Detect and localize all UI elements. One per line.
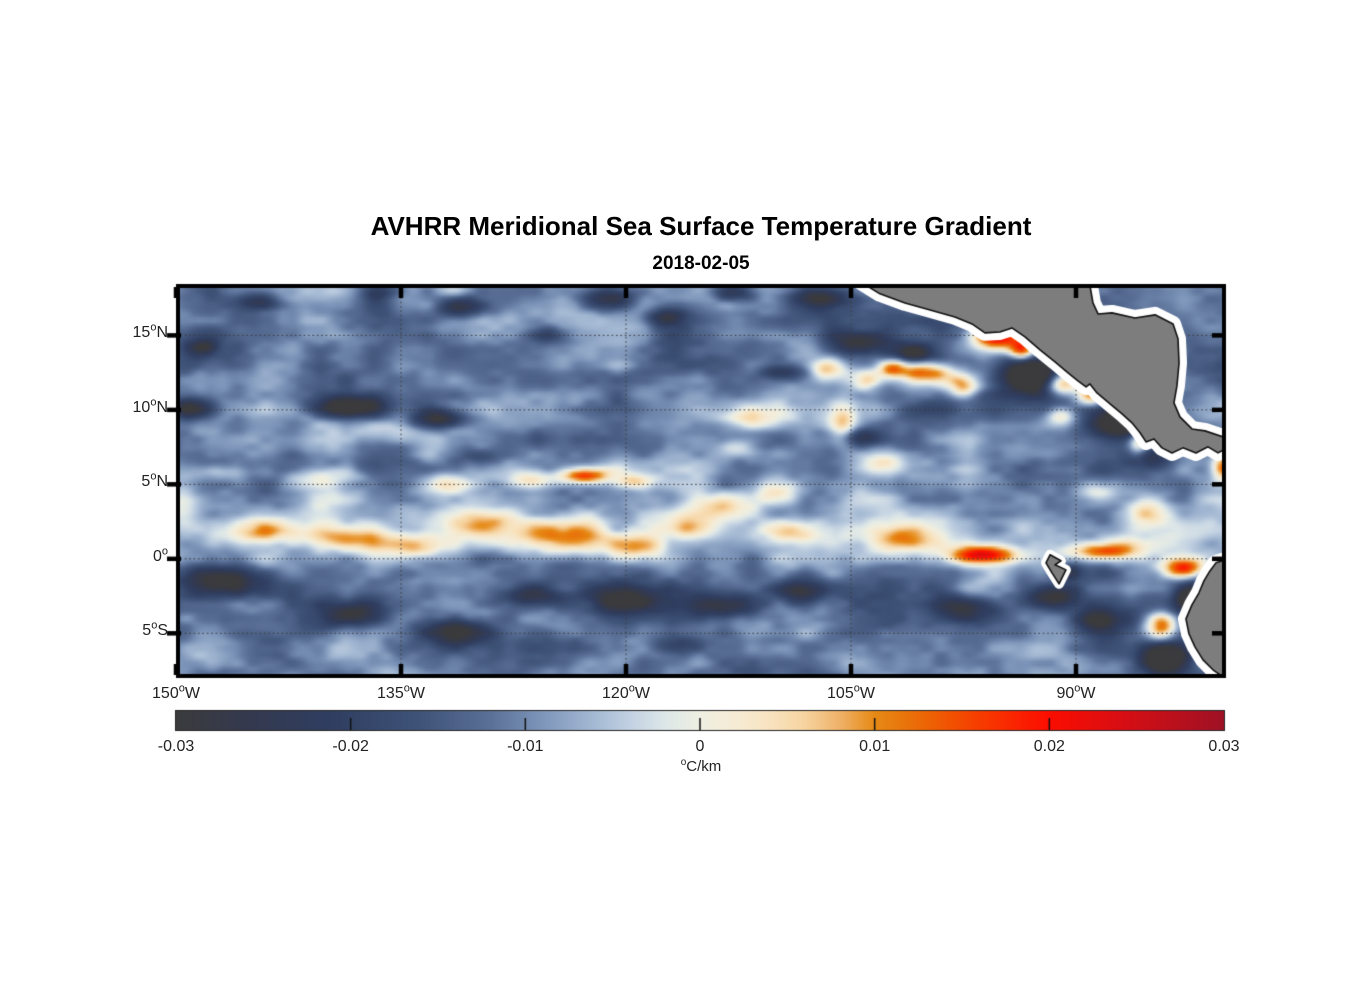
colorbar-tick-label--0.01: -0.01 [507,738,544,755]
y-tick-label-0: 0o [152,545,168,565]
x-tick-label-90W: 90oW [1056,682,1096,702]
x-tick-label-120W: 120oW [602,682,650,702]
colorbar-unit-label: oC/km [680,757,722,776]
x-tick-label-150W: 150oW [152,682,200,702]
y-tick-label--5: 5oS [142,619,168,640]
colorbar-tick-label-0.02: 0.02 [1033,738,1065,755]
x-tick-label-135W: 135oW [377,682,425,702]
colorbar-canvas [174,709,1226,732]
y-tick-label-5: 5oN [141,471,168,491]
colorbar-tick-label--0.03: -0.03 [157,738,195,755]
y-tick-label-10: 10oN [132,396,168,416]
colorbar-tick-label-0.03: 0.03 [1208,738,1240,755]
chart-date-subtitle: 2018-02-05 [652,253,750,274]
map-canvas [164,272,1238,690]
y-tick-label-15: 15oN [132,322,168,342]
colorbar-tick-label--0.02: -0.02 [332,738,369,755]
colorbar-tick-label-0.01: 0.01 [859,738,891,755]
colorbar-tick-label-0: 0 [695,738,705,755]
chart-title: AVHRR Meridional Sea Surface Temperature… [370,211,1032,241]
x-tick-label-105W: 105oW [827,682,875,702]
